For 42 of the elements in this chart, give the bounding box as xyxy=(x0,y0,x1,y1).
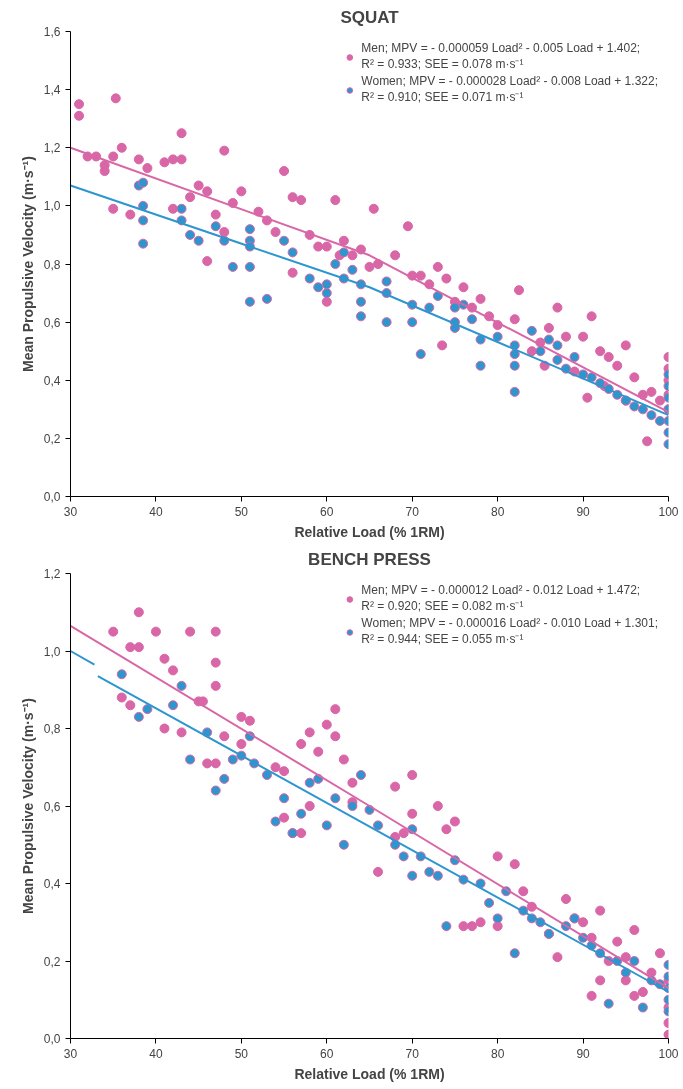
y-tick-label: 0,4 xyxy=(43,373,61,388)
legend-label: Women; MPV = - 0.000028 Load² - 0.008 Load + 1.322; R² = 0.910; SEE = 0.071 m·s⁻¹ xyxy=(361,74,658,105)
x-tick-label: 30 xyxy=(63,1046,78,1061)
y-tick-label: 0,6 xyxy=(43,799,61,814)
y-tick-label: 1,2 xyxy=(43,567,61,581)
y-tick-label: 0,8 xyxy=(43,722,61,736)
y-tick-label: 0,2 xyxy=(43,431,61,446)
x-tick-label: 70 xyxy=(405,504,420,519)
y-tick-label: 1,2 xyxy=(43,141,61,156)
x-axis-title: Relative Load (% 1RM) xyxy=(294,1065,445,1082)
y-tick-label: 0,0 xyxy=(43,490,61,504)
x-axis-title: Relative Load (% 1RM) xyxy=(294,523,445,540)
x-tick-label: 60 xyxy=(320,1046,334,1061)
x-tick-label: 100 xyxy=(658,504,679,519)
legend-label: Women; MPV = - 0.000016 Load² - 0.010 Load + 1.301; R² = 0.944; SEE = 0.055 m·s⁻¹ xyxy=(361,616,658,647)
y-tick-label: 0,2 xyxy=(43,954,61,969)
x-tick-label: 40 xyxy=(149,1046,163,1061)
x-tick-label: 100 xyxy=(658,1046,679,1061)
x-tick-label: 50 xyxy=(234,1046,249,1061)
y-tick-label: 0,8 xyxy=(43,257,61,272)
x-tick-label: 30 xyxy=(63,504,78,519)
legend-label: Men; MPV = - 0.000012 Load² - 0.012 Load + 1.472; R² = 0.920; SEE = 0.082 m·s⁻¹ xyxy=(361,583,641,614)
y-tick-label: 1,0 xyxy=(43,199,61,214)
x-tick-label: 80 xyxy=(490,504,505,519)
y-tick-label: 0,6 xyxy=(43,315,61,330)
y-tick-label: 1,4 xyxy=(43,83,61,98)
x-tick-label: 70 xyxy=(405,1046,420,1061)
chart-title: SQUAT xyxy=(340,7,400,27)
chart-title: BENCH PRESS xyxy=(308,549,431,569)
x-tick-label: 50 xyxy=(234,504,249,519)
x-tick-label: 40 xyxy=(149,504,163,519)
x-tick-label: 90 xyxy=(576,1046,591,1061)
y-tick-label: 0,4 xyxy=(43,877,61,891)
x-tick-label: 60 xyxy=(320,504,334,519)
legend-label: Men; MPV = - 0.000059 Load² - 0.005 Load + 1.402; R² = 0.933; SEE = 0.078 m·s⁻¹ xyxy=(361,41,641,72)
y-axis-title: Mean Propulsive Velocity (m·s⁻¹) xyxy=(19,156,36,372)
y-tick-label: 1,0 xyxy=(43,644,61,659)
y-tick-label: 1,6 xyxy=(43,25,61,39)
x-tick-label: 90 xyxy=(576,504,591,519)
x-tick-label: 80 xyxy=(490,1046,505,1061)
y-axis-title: Mean Propulsive Velocity (m·s⁻¹) xyxy=(19,698,36,914)
y-tick-label: 0,0 xyxy=(43,1032,61,1046)
